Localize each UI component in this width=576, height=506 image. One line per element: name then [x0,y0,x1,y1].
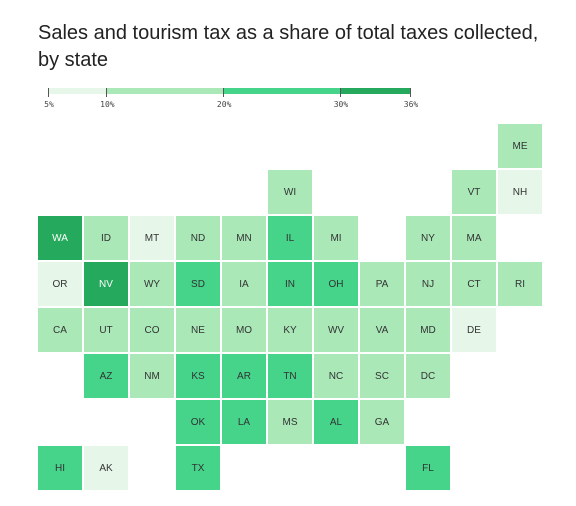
state-tile-ak: AK [84,446,128,490]
legend-tick [223,88,225,97]
state-tile-id: ID [84,216,128,260]
chart-title: Sales and tourism tax as a share of tota… [38,22,539,71]
state-tile-dc: DC [406,354,450,398]
legend-bin-2 [223,88,340,94]
state-tile-ar: AR [222,354,266,398]
legend-bin-3 [339,88,410,94]
state-tile-nj: NJ [406,262,450,306]
legend-bin-1 [106,88,224,94]
legend-tick [106,88,108,97]
state-tile-mo: MO [222,308,266,352]
state-tile-al: AL [314,400,358,444]
state-tile-wv: WV [314,308,358,352]
state-tile-ok: OK [176,400,220,444]
state-tile-ia: IA [222,262,266,306]
legend-tick-label: 36% [403,100,419,109]
state-tile-ny: NY [406,216,450,260]
state-tile-ca: CA [38,308,82,352]
state-tile-sd: SD [176,262,220,306]
state-tile-mt: MT [130,216,174,260]
state-tile-wy: WY [130,262,174,306]
state-tile-il: IL [268,216,312,260]
state-tile-mi: MI [314,216,358,260]
state-tile-ut: UT [84,308,128,352]
state-tile-nv: NV [84,262,128,306]
state-tile-in: IN [268,262,312,306]
legend-tick [410,88,411,97]
state-tile-ne: NE [176,308,220,352]
state-tile-fl: FL [406,446,450,490]
state-tile-md: MD [406,308,450,352]
state-tile-nd: ND [176,216,220,260]
state-tile-pa: PA [360,262,404,306]
state-tile-vt: VT [452,170,496,214]
state-tile-hi: HI [38,446,82,490]
legend-tick [339,88,341,97]
state-tile-ct: CT [452,262,496,306]
state-tile-ri: RI [498,262,542,306]
state-tile-wa: WA [38,216,82,260]
legend-bin-0 [48,88,107,94]
legend-tick [48,88,49,97]
state-tile-ky: KY [268,308,312,352]
state-tile-de: DE [452,308,496,352]
legend-tick-label: 10% [100,100,115,109]
state-tile-nm: NM [130,354,174,398]
state-tile-ma: MA [452,216,496,260]
state-tile-wi: WI [268,170,312,214]
state-tile-mn: MN [222,216,266,260]
legend-tick-label: 20% [216,100,232,109]
state-tile-ks: KS [176,354,220,398]
state-tile-ga: GA [360,400,404,444]
legend-tick-label: 30% [333,100,349,109]
state-tile-nc: NC [314,354,358,398]
state-tile-me: ME [498,124,542,168]
state-tile-az: AZ [84,354,128,398]
state-tile-tx: TX [176,446,220,490]
state-tile-co: CO [130,308,174,352]
state-tile-va: VA [360,308,404,352]
state-tile-nh: NH [498,170,542,214]
legend-tick-label: 5% [44,100,54,109]
state-tile-sc: SC [360,354,404,398]
state-tile-oh: OH [314,262,358,306]
state-tile-tn: TN [268,354,312,398]
color-legend: 5% 10% 20% 30% 36% [44,88,418,112]
state-tile-la: LA [222,400,266,444]
state-tile-or: OR [38,262,82,306]
state-tile-ms: MS [268,400,312,444]
